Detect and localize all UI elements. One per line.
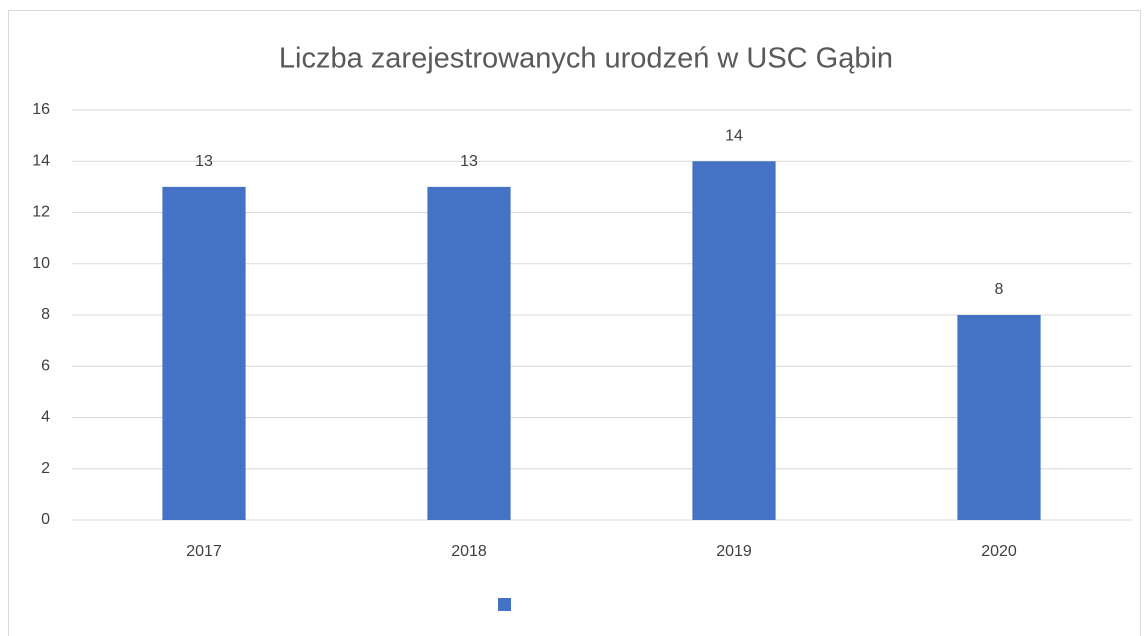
y-tick-label: 8 [41,306,50,323]
x-tick-label: 2018 [451,543,487,560]
y-tick-label: 6 [41,357,50,374]
x-tick-label: 2017 [186,543,222,560]
y-tick-label: 10 [32,255,50,272]
bar [427,186,511,520]
data-label: 14 [725,127,743,144]
y-tick-label: 4 [41,409,50,426]
data-label: 13 [460,153,478,170]
y-tick-label: 0 [41,511,50,528]
x-tick-label: 2020 [981,543,1017,560]
y-tick-label: 16 [32,101,50,118]
data-label: 13 [195,153,213,170]
data-label: 8 [995,281,1004,298]
y-tick-label: 2 [41,460,50,477]
chart-title: Liczba zarejestrowanych urodzeń w USC Gą… [279,43,893,75]
y-tick-label: 12 [32,204,50,221]
bar [692,161,776,520]
x-tick-label: 2019 [716,543,752,560]
bar [957,315,1041,520]
bar [162,186,246,520]
legend-swatch [498,598,511,611]
y-tick-label: 14 [32,152,50,169]
